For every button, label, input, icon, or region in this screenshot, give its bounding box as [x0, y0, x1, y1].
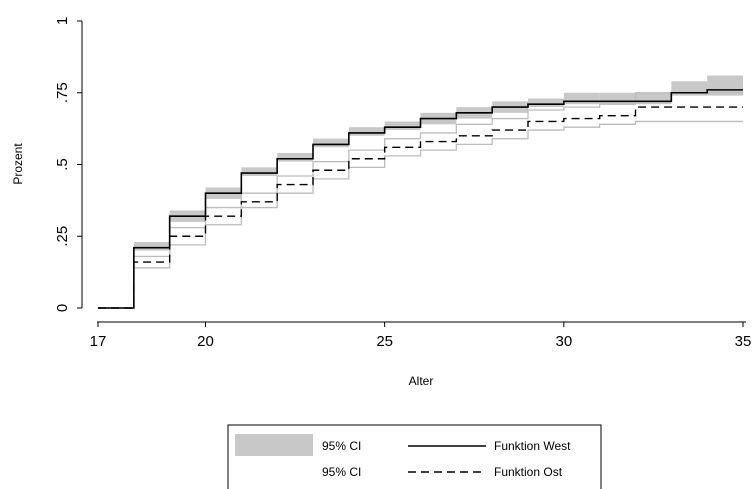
x-tick-label: 30	[555, 333, 572, 350]
series-line-ost	[98, 106, 743, 309]
ci-band-west	[384, 121, 421, 131]
legend-label: Funktion Ost	[494, 465, 563, 479]
y-axis-title: Prozent	[11, 143, 25, 185]
legend-label: 95% CI	[322, 465, 361, 479]
legend-label: 95% CI	[322, 439, 361, 453]
series-line-west	[98, 89, 743, 309]
x-tick-label: 17	[90, 333, 107, 350]
plot-area	[98, 75, 743, 309]
legend: 95% CI Funktion West 95% CI Funktion Ost	[227, 424, 602, 489]
ci-band-west	[241, 167, 278, 176]
y-tick-label: .5	[54, 158, 71, 171]
axes	[81, 21, 746, 323]
x-axis-title: Alter	[409, 374, 434, 388]
y-tick-label: .25	[54, 226, 71, 247]
ticks: 0 .25 .5 .75 1 17 20 25 30 35	[54, 17, 751, 350]
y-tick-label: .75	[54, 82, 71, 103]
ci-band-west	[528, 98, 564, 108]
ci-band-west	[635, 92, 672, 105]
ci-band-west	[133, 241, 170, 251]
x-tick-label: 25	[376, 333, 393, 350]
y-tick-label: 1	[54, 17, 71, 25]
ci-band-west	[348, 127, 385, 136]
legend-ci-fill-swatch	[235, 434, 313, 456]
ci-band-west	[277, 153, 313, 162]
ci-lower-line-ost	[98, 120, 743, 309]
ci-band-west	[563, 92, 600, 105]
legend-label: Funktion West	[494, 439, 571, 453]
ci-band-west	[599, 92, 636, 105]
x-tick-label: 20	[197, 333, 214, 350]
ci-band-west	[313, 138, 349, 148]
x-tick-label: 35	[735, 333, 752, 350]
y-tick-label: 0	[54, 304, 71, 312]
